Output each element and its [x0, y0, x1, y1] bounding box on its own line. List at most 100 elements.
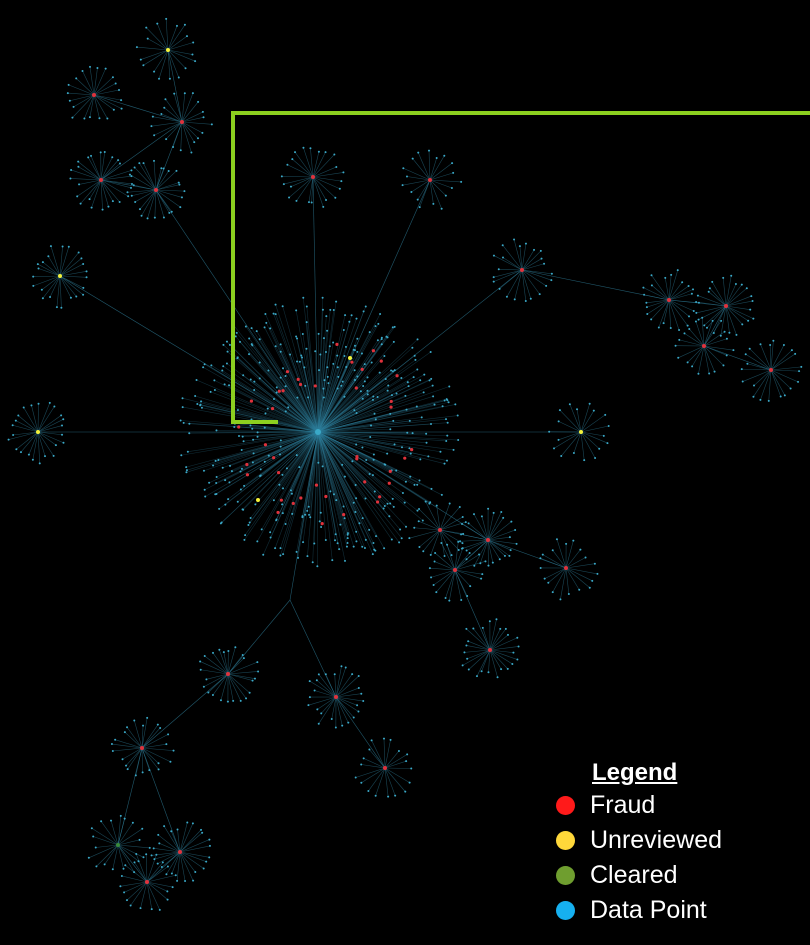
data-point-node	[356, 337, 359, 340]
graph-edge	[493, 269, 523, 282]
data-point-node	[722, 364, 725, 367]
graph-edge	[117, 844, 139, 862]
graph-edge	[317, 309, 324, 433]
graph-edge	[436, 569, 456, 593]
data-point-node	[160, 113, 163, 116]
graph-edge	[235, 336, 319, 433]
data-point-node	[274, 345, 277, 348]
graph-edge	[434, 552, 456, 571]
graph-edge	[204, 655, 229, 675]
graph-edge	[317, 378, 432, 433]
data-point-node	[275, 518, 278, 521]
data-point-node	[480, 515, 483, 518]
graph-edge	[268, 370, 319, 433]
graph-edge	[252, 431, 319, 463]
data-point-node	[202, 366, 205, 369]
data-point-node	[713, 370, 716, 373]
graph-edge	[265, 313, 319, 433]
graph-edge	[439, 529, 464, 535]
graph-edge	[317, 431, 348, 544]
data-point-node	[354, 510, 357, 513]
graph-edge	[558, 421, 582, 433]
graph-edge	[153, 848, 181, 853]
graph-edge	[117, 822, 134, 846]
graph-edge	[89, 66, 95, 96]
data-point-node	[317, 722, 320, 725]
graph-edge	[576, 409, 582, 433]
data-point-node	[194, 395, 197, 398]
graph-edge	[317, 431, 344, 507]
data-point-node	[179, 149, 182, 152]
data-point-node	[355, 530, 358, 533]
data-point-node	[188, 422, 191, 425]
data-point-node	[146, 716, 149, 719]
data-point-node	[334, 533, 337, 536]
data-point-node	[78, 183, 81, 186]
graph-edge	[317, 431, 363, 547]
data-point-node	[11, 424, 14, 427]
graph-edge	[317, 400, 445, 433]
data-point-node	[336, 354, 339, 357]
data-point-node	[282, 553, 285, 556]
data-point-node	[406, 753, 409, 756]
data-point-node	[420, 416, 423, 419]
data-point-node	[49, 245, 52, 248]
data-point-node	[37, 267, 40, 270]
data-point-node	[202, 116, 205, 119]
data-point-node	[118, 200, 121, 203]
data-point-node	[401, 491, 404, 494]
data-point-node	[239, 699, 242, 702]
data-point-node	[55, 306, 58, 309]
data-point-node	[256, 431, 259, 434]
graph-edge	[506, 269, 523, 297]
graph-edge	[317, 431, 427, 435]
data-point-node	[322, 387, 325, 390]
graph-edge	[181, 121, 195, 143]
graph-edge	[37, 431, 64, 444]
data-point-node	[253, 380, 256, 383]
fraud-node	[428, 178, 432, 182]
data-point-node	[259, 474, 262, 477]
graph-edge	[318, 696, 337, 724]
data-point-node	[248, 353, 251, 356]
graph-edge	[481, 516, 489, 541]
graph-edge	[317, 425, 372, 433]
graph-edge	[701, 317, 705, 347]
data-point-node	[240, 467, 243, 470]
data-point-node	[365, 459, 368, 462]
data-point-node	[193, 141, 196, 144]
graph-edge	[678, 345, 705, 359]
data-point-node	[419, 379, 422, 382]
data-point-node	[284, 523, 287, 526]
graph-edge	[521, 269, 527, 301]
fraud-node	[298, 382, 303, 387]
graph-edge	[304, 431, 319, 515]
graph-edge	[173, 93, 183, 123]
graph-edge	[371, 740, 386, 769]
graph-edge	[294, 151, 314, 178]
graph-edge	[317, 309, 331, 433]
data-point-node	[567, 593, 570, 596]
data-point-node	[558, 409, 561, 412]
graph-edge	[42, 275, 61, 299]
fraud-node	[769, 368, 773, 372]
graph-edge	[59, 275, 62, 308]
graph-edge	[141, 747, 174, 751]
data-point-node	[415, 405, 418, 408]
data-point-node	[43, 455, 46, 458]
graph-edge	[317, 431, 401, 530]
graph-edge	[308, 176, 314, 203]
data-point-node	[596, 572, 599, 575]
data-point-node	[387, 795, 390, 798]
data-point-node	[153, 858, 156, 861]
graph-edge	[317, 431, 337, 501]
data-point-node	[89, 65, 92, 68]
graph-edge	[183, 422, 319, 433]
graph-edge	[461, 523, 489, 541]
graph-edge	[703, 345, 724, 366]
data-point-node	[208, 856, 211, 859]
graph-edge	[28, 431, 39, 455]
graph-edge	[273, 431, 319, 501]
graph-edge	[565, 567, 598, 575]
